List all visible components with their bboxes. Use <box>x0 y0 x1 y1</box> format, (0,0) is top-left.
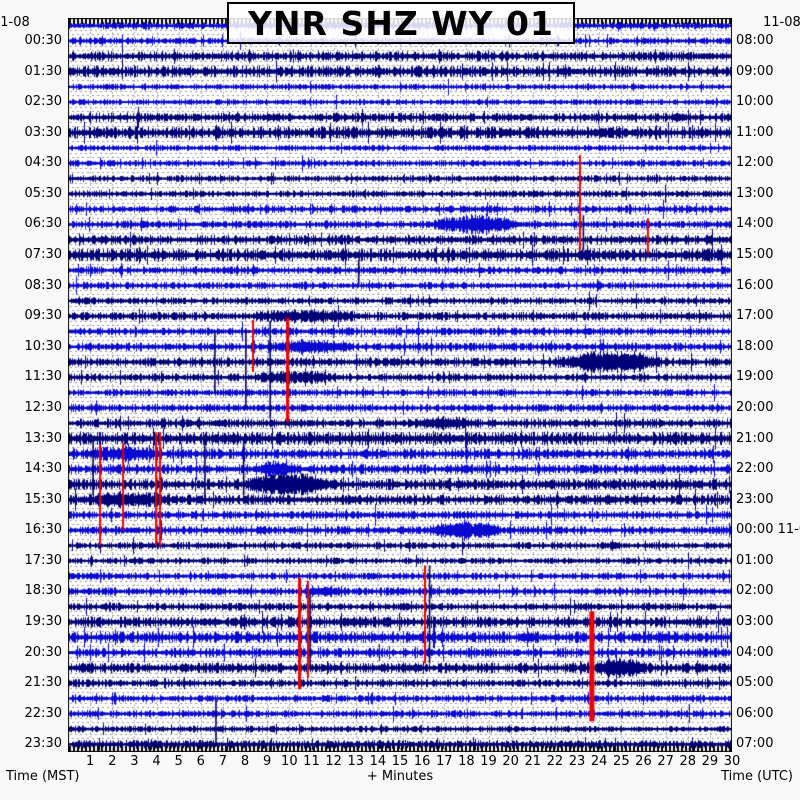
mst-time-label: 13:30 <box>24 430 62 446</box>
mst-time-label: 23:30 <box>24 736 62 752</box>
mst-time-label: 04:30 <box>24 155 62 171</box>
minute-tick-label: 29 <box>701 754 719 769</box>
utc-time-label: 06:00 <box>736 705 774 721</box>
right-axis-caption: Time (UTC) <box>721 769 793 784</box>
mst-time-label: 12:30 <box>24 399 62 415</box>
utc-time-label: 16:00 <box>736 277 774 293</box>
mst-time-label: 19:30 <box>24 614 62 630</box>
mst-time-label: 20:30 <box>24 644 62 660</box>
minute-tick-label: 7 <box>218 754 228 769</box>
utc-time-label: 23:00 <box>736 491 774 507</box>
minute-tick-label: 4 <box>152 754 161 769</box>
mst-time-label: 10:30 <box>24 338 62 354</box>
minute-tick-label: 16 <box>413 754 431 769</box>
utc-time-label: 17:00 <box>736 308 774 324</box>
utc-time-label: 15:00 <box>736 247 774 263</box>
utc-time-label: 05:00 <box>736 675 774 691</box>
mst-time-label: 16:30 <box>24 522 62 538</box>
left-axis-caption: Time (MST) <box>6 769 80 784</box>
mst-time-label: 01:30 <box>24 63 62 79</box>
chart-title: YNR SHZ WY 01 <box>248 3 554 43</box>
minute-tick-label: 9 <box>263 754 272 769</box>
helicorder-canvas <box>68 18 732 752</box>
minute-tick-label: 6 <box>196 754 205 769</box>
minute-tick-label: 26 <box>635 754 652 769</box>
minute-tick-label: 13 <box>347 754 364 769</box>
minute-tick-label: 11 <box>303 754 320 769</box>
minute-tick-label: 5 <box>174 754 183 769</box>
minute-tick-label: 21 <box>524 754 542 769</box>
minute-tick-label: 28 <box>679 754 696 769</box>
mst-time-label: 09:30 <box>24 308 62 324</box>
mst-time-label: 03:30 <box>24 124 62 140</box>
utc-time-label: 03:00 <box>736 614 774 630</box>
utc-time-label: 02:00 <box>736 583 774 599</box>
mst-time-label: 21:30 <box>24 675 62 691</box>
minute-tick-label: 17 <box>435 754 453 769</box>
mst-time-label: 11:30 <box>24 369 62 385</box>
mst-time-label: 14:30 <box>24 461 62 477</box>
x-axis-label: + Minutes <box>366 769 434 784</box>
utc-time-label: 20:00 <box>736 399 774 415</box>
minute-tick-label: 23 <box>568 754 586 769</box>
date-label-top-left: 11-08 <box>0 15 30 30</box>
mst-time-label: 06:30 <box>24 216 62 232</box>
minute-tick-label: 12 <box>325 754 342 769</box>
utc-time-label: 04:00 <box>736 644 774 660</box>
minute-tick-label: 10 <box>281 754 298 769</box>
date-label-top-right: 11-08 <box>763 15 800 30</box>
minute-tick-label: 30 <box>723 754 741 769</box>
minute-tick-label: 14 <box>369 754 387 769</box>
mst-time-label: 00:30 <box>24 32 62 48</box>
utc-time-label: 07:00 <box>736 736 774 752</box>
mst-time-label: 08:30 <box>24 277 62 293</box>
mst-time-label: 17:30 <box>24 552 62 568</box>
mst-time-label: 18:30 <box>24 583 62 599</box>
utc-time-label: 14:00 <box>736 216 774 232</box>
minute-tick-label: 27 <box>657 754 674 769</box>
utc-time-label: 10:00 <box>736 94 774 110</box>
utc-time-label: 18:00 <box>736 338 774 354</box>
utc-time-label: 22:00 <box>736 461 774 477</box>
mst-time-label: 05:30 <box>24 185 62 201</box>
utc-time-label: 21:00 <box>736 430 774 446</box>
mst-time-label: 07:30 <box>24 247 62 263</box>
mst-time-label: 22:30 <box>24 705 62 721</box>
minute-tick-label: 15 <box>391 754 409 769</box>
minute-tick-label: 3 <box>130 754 139 769</box>
minute-tick-label: 8 <box>240 754 250 769</box>
minute-tick-label: 18 <box>458 754 475 769</box>
minute-tick-label: 2 <box>108 754 117 769</box>
utc-time-label: 09:00 <box>736 63 774 79</box>
title-box: YNR SHZ WY 01 <box>227 2 575 44</box>
minute-tick-label: 20 <box>502 754 519 769</box>
minute-tick-label: 24 <box>590 754 608 769</box>
utc-time-label: 01:00 <box>736 552 774 568</box>
minute-tick-label: 25 <box>613 754 630 769</box>
minute-tick-label: 19 <box>480 754 497 769</box>
mst-time-label: 02:30 <box>24 94 62 110</box>
utc-time-label: 12:00 <box>736 155 774 171</box>
utc-time-label: 19:00 <box>736 369 774 385</box>
utc-time-label: 00:00 11-09 <box>736 522 800 538</box>
utc-time-label: 08:00 <box>736 32 774 48</box>
utc-time-label: 13:00 <box>736 185 774 201</box>
minute-tick-label: 22 <box>546 754 564 769</box>
minute-tick-label: 1 <box>85 754 95 769</box>
mst-time-label: 15:30 <box>24 491 62 507</box>
utc-time-label: 11:00 <box>736 124 774 140</box>
